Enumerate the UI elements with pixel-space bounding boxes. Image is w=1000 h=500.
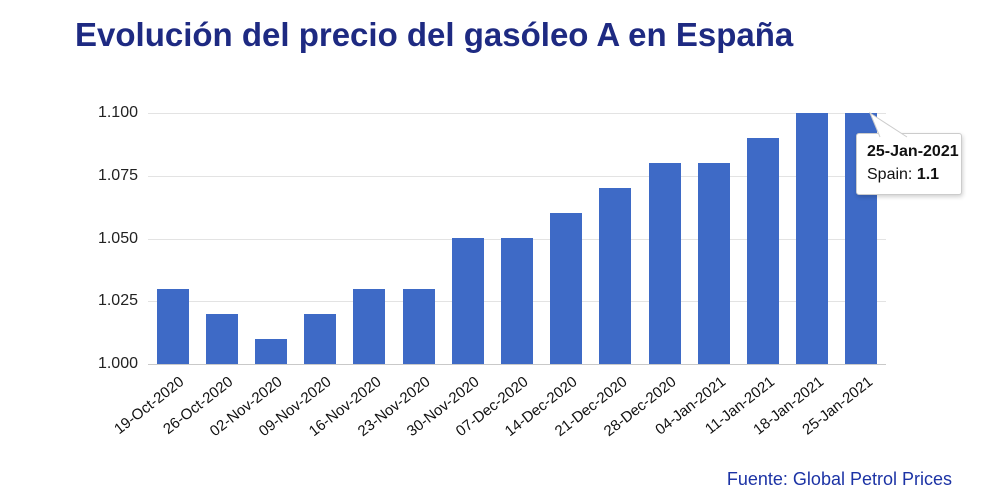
- y-axis-tick-label: 1.100: [97, 104, 138, 121]
- source-note: Fuente: Global Petrol Prices: [726, 469, 952, 489]
- bar-18-Jan-2021[interactable]: [796, 113, 828, 364]
- bar-21-Dec-2020[interactable]: [599, 188, 631, 364]
- plot-area: 1.000 1.025 1.050 1.075 1.100: [98, 105, 886, 372]
- bar-19-Oct-2020[interactable]: [157, 289, 189, 364]
- gridline: [148, 113, 886, 114]
- bar-07-Dec-2020[interactable]: [501, 238, 533, 364]
- bar-02-Nov-2020[interactable]: [255, 339, 287, 364]
- gridline: [148, 176, 886, 177]
- tooltip-date: 25-Jan-2021: [867, 143, 959, 160]
- y-axis-tick-label: 1.050: [97, 230, 138, 247]
- tooltip-series-label: Spain:: [867, 166, 913, 183]
- y-axis-tick-label: 1.000: [97, 355, 138, 372]
- bar-14-Dec-2020[interactable]: [550, 213, 582, 364]
- tooltip-value-line: Spain: 1.1: [867, 166, 951, 184]
- bar-30-Nov-2020[interactable]: [452, 238, 484, 364]
- tooltip-value: 1.1: [916, 166, 940, 183]
- bar-16-Nov-2020[interactable]: [353, 289, 385, 364]
- tooltip: 25-Jan-2021 Spain: 1.1: [856, 133, 962, 195]
- bar-04-Jan-2021[interactable]: [698, 163, 730, 364]
- y-axis-tick-label: 1.075: [97, 167, 138, 184]
- y-axis-tick-label: 1.025: [97, 292, 138, 309]
- chart-title: Evolución del precio del gasóleo A en Es…: [75, 16, 794, 53]
- bar-28-Dec-2020[interactable]: [649, 163, 681, 364]
- bar-26-Oct-2020[interactable]: [206, 314, 238, 364]
- bar-09-Nov-2020[interactable]: [304, 314, 336, 364]
- bar-11-Jan-2021[interactable]: [747, 138, 779, 364]
- bar-23-Nov-2020[interactable]: [403, 289, 435, 364]
- gridline: [148, 364, 886, 365]
